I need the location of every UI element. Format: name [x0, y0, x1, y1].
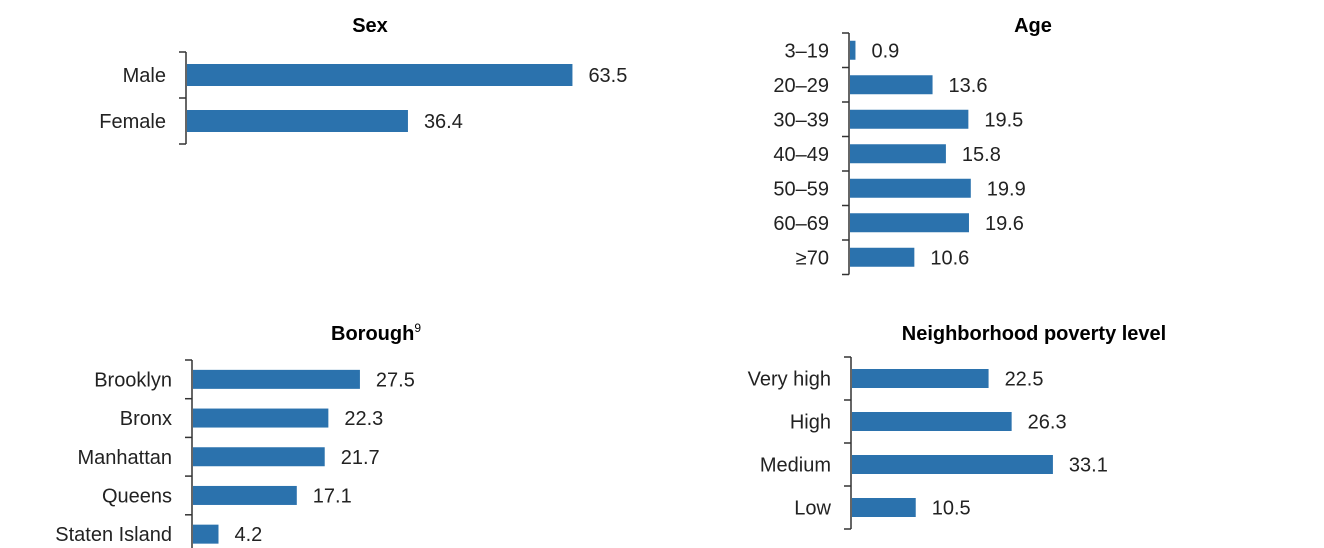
value-label: 19.5 [984, 109, 1023, 131]
category-label: Staten Island [55, 524, 172, 546]
value-label: 10.6 [930, 247, 969, 269]
bar-60-69 [850, 213, 969, 233]
category-label: Queens [102, 485, 172, 507]
value-label: 26.3 [1028, 412, 1067, 434]
bar-50-59 [850, 178, 971, 198]
value-label: 27.5 [376, 369, 415, 391]
bar-male [187, 64, 573, 86]
value-label: 15.8 [962, 144, 1001, 166]
panel-title: Age [1014, 15, 1052, 37]
bar-very-high [852, 369, 989, 388]
age-panel: Age 3–19 0.9 20–29 13.6 30–39 19.5 40–49 15.8 50–… [773, 15, 1052, 276]
category-label: High [790, 412, 831, 434]
value-label: 0.9 [871, 40, 899, 62]
value-label: 13.6 [949, 75, 988, 97]
value-label: 63.5 [588, 65, 627, 87]
panel-title-text: Borough [331, 323, 414, 345]
category-label: 50–59 [773, 178, 829, 200]
value-label: 36.4 [424, 111, 463, 133]
panel-title: Neighborhood poverty level [902, 323, 1166, 345]
category-label: Manhattan [77, 447, 172, 469]
bar-70 [850, 247, 915, 267]
poverty-panel: Neighborhood poverty level Very high 22.5 H… [748, 323, 1166, 530]
value-label: 19.6 [985, 213, 1024, 235]
panel-title: Sex [352, 15, 388, 37]
bar-low [852, 498, 916, 517]
bar-queens [193, 485, 297, 505]
value-label: 22.5 [1005, 369, 1044, 391]
bar-3-19 [850, 40, 856, 60]
bar-medium [852, 455, 1053, 474]
value-label: 33.1 [1069, 455, 1108, 477]
bar-staten-island [193, 524, 219, 544]
category-label: 40–49 [773, 144, 829, 166]
category-label: Medium [760, 455, 831, 477]
panel-title: Borough9 [331, 321, 421, 345]
bar-30-39 [850, 109, 969, 129]
category-label: 30–39 [773, 109, 829, 131]
bar-bronx [193, 408, 329, 428]
value-label: 19.9 [987, 178, 1026, 200]
value-label: 10.5 [932, 498, 971, 520]
category-label: 3–19 [785, 40, 830, 62]
bar-brooklyn [193, 369, 360, 389]
value-label: 22.3 [344, 408, 383, 430]
borough-panel: Borough9 Brooklyn 27.5 Bronx 22.3 Manhattan 21… [55, 321, 421, 548]
footnote-superscript: 9 [414, 321, 421, 335]
bar-40-49 [850, 144, 946, 164]
category-label: Very high [748, 369, 831, 391]
bar-manhattan [193, 447, 325, 467]
category-label: Low [794, 498, 831, 520]
bar-20-29 [850, 75, 933, 95]
sex-panel: Sex Male 63.5 Female 36.4 [99, 15, 627, 145]
bar-female [187, 110, 408, 132]
category-label: 20–29 [773, 75, 829, 97]
category-label: Female [99, 111, 166, 133]
bar-high [852, 412, 1012, 431]
category-label: Brooklyn [94, 369, 172, 391]
category-label: Bronx [120, 408, 172, 430]
category-label: ≥70 [796, 247, 829, 269]
value-label: 21.7 [341, 447, 380, 469]
category-label: 60–69 [773, 213, 829, 235]
value-label: 17.1 [313, 485, 352, 507]
value-label: 4.2 [234, 524, 262, 546]
category-label: Male [123, 65, 166, 87]
